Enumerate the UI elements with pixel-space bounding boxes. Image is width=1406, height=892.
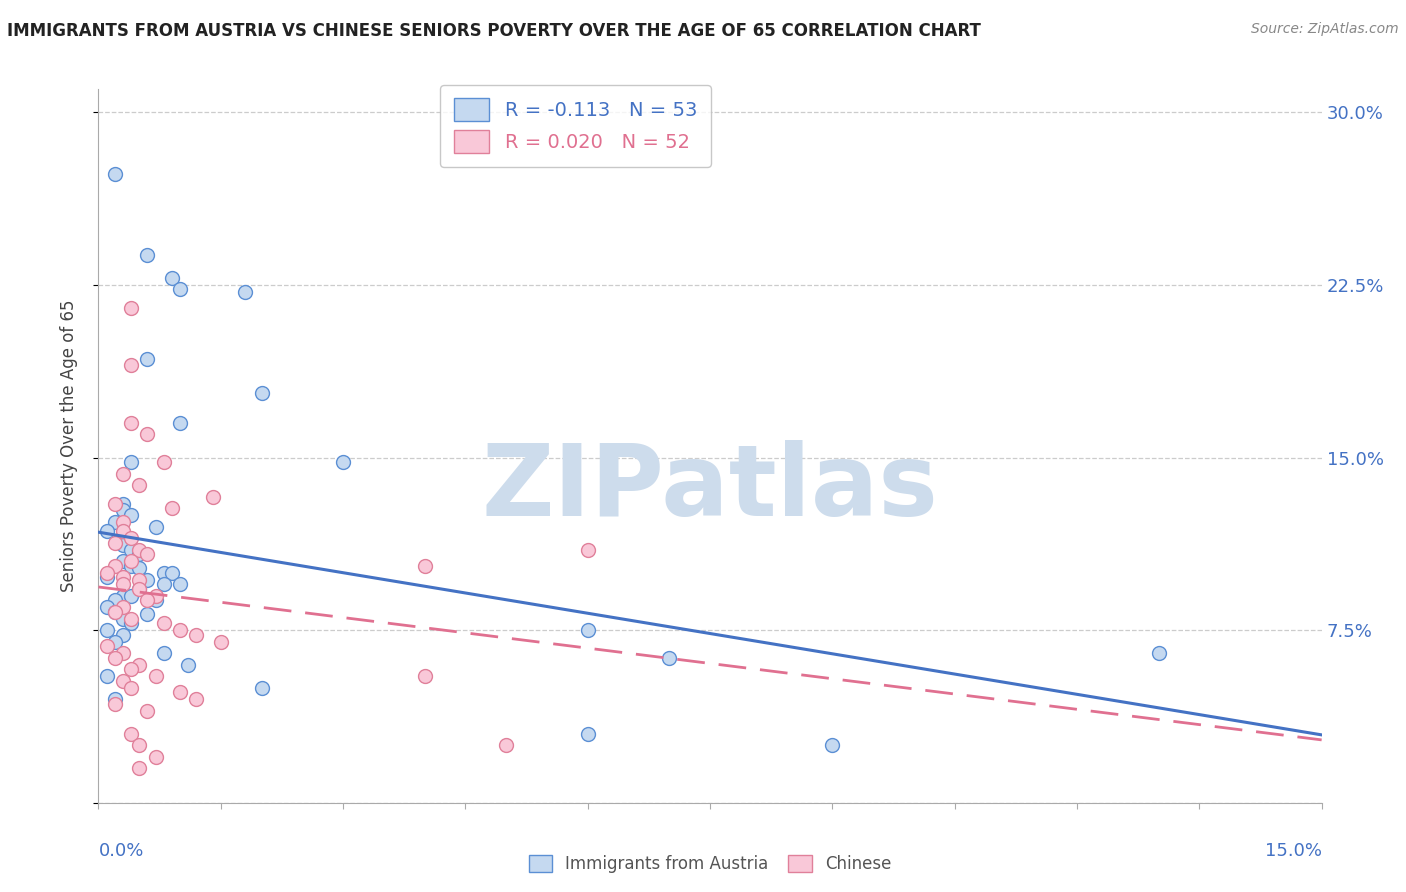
Text: 0.0%: 0.0% bbox=[98, 842, 143, 860]
Text: 15.0%: 15.0% bbox=[1264, 842, 1322, 860]
Text: Source: ZipAtlas.com: Source: ZipAtlas.com bbox=[1251, 22, 1399, 37]
Legend: Immigrants from Austria, Chinese: Immigrants from Austria, Chinese bbox=[522, 848, 898, 880]
Y-axis label: Seniors Poverty Over the Age of 65: Seniors Poverty Over the Age of 65 bbox=[59, 300, 77, 592]
Text: ZIPatlas: ZIPatlas bbox=[482, 441, 938, 537]
Text: IMMIGRANTS FROM AUSTRIA VS CHINESE SENIORS POVERTY OVER THE AGE OF 65 CORRELATIO: IMMIGRANTS FROM AUSTRIA VS CHINESE SENIO… bbox=[7, 22, 981, 40]
